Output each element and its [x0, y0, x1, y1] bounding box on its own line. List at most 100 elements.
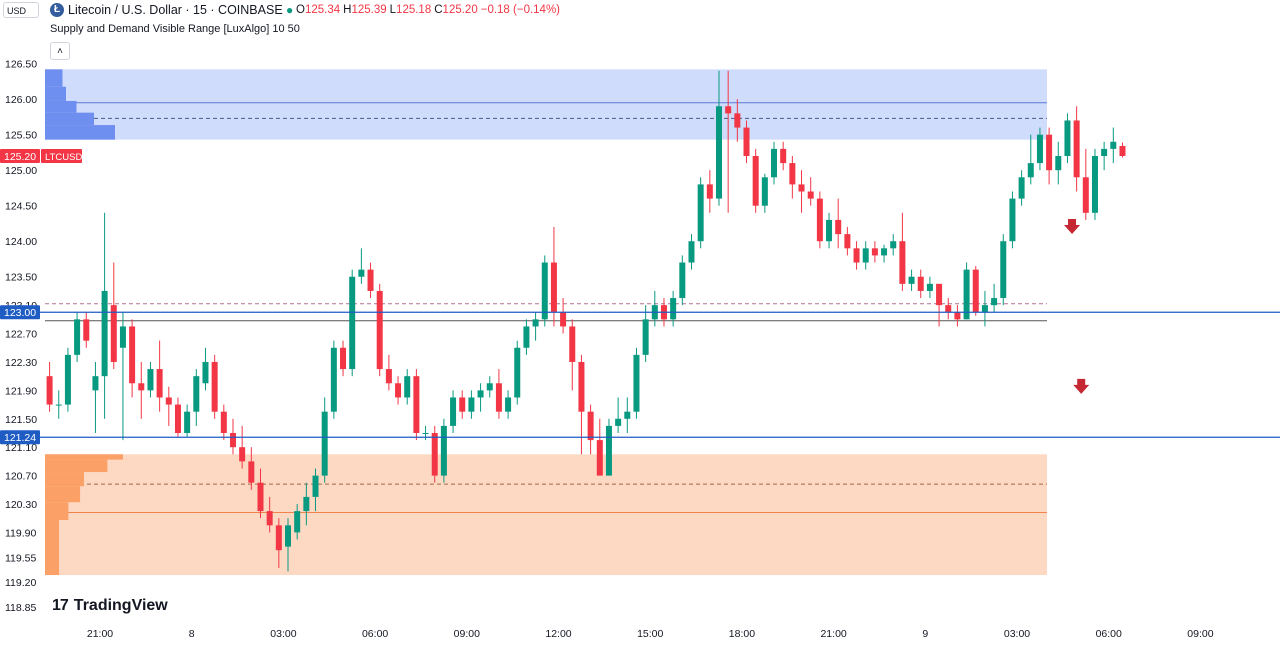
- currency-selector[interactable]: USD: [3, 2, 39, 18]
- symbol-title[interactable]: Litecoin / U.S. Dollar · 15 · COINBASE: [68, 3, 283, 17]
- candle: [46, 376, 53, 405]
- time-tick-label: 09:00: [454, 628, 480, 640]
- candle: [229, 432, 236, 448]
- candle: [780, 148, 787, 164]
- candle: [358, 269, 365, 277]
- candle: [385, 369, 392, 384]
- candle: [468, 397, 475, 412]
- price-tick-label: 121.50: [5, 414, 37, 426]
- candle: [101, 290, 108, 377]
- price-tick-label: 120.30: [5, 499, 37, 511]
- ohlc-label: H: [343, 4, 352, 16]
- candle: [899, 241, 906, 284]
- candle: [1073, 120, 1080, 178]
- candle: [679, 262, 686, 299]
- candle: [578, 361, 585, 412]
- candle: [624, 411, 631, 419]
- candle: [844, 234, 851, 249]
- candle: [349, 276, 356, 370]
- candle: [734, 113, 741, 128]
- ohlc-value: 125.20: [442, 4, 478, 16]
- candle: [871, 248, 878, 256]
- time-tick-label: 21:00: [820, 628, 846, 640]
- candle: [431, 432, 438, 476]
- candle: [83, 319, 90, 341]
- supply-profile-bar: [45, 125, 115, 140]
- candle: [1119, 146, 1126, 156]
- time-tick-label: 06:00: [362, 628, 388, 640]
- candle: [477, 390, 484, 398]
- collapse-legend-button[interactable]: ˄: [50, 42, 70, 60]
- candle: [1009, 198, 1016, 242]
- candle: [596, 440, 603, 476]
- candle: [422, 432, 429, 434]
- time-tick-label: 03:00: [270, 628, 296, 640]
- candle: [303, 496, 310, 512]
- price-label-text: 121.24: [4, 432, 36, 444]
- supply-profile-bar: [45, 112, 94, 126]
- candle: [202, 361, 209, 384]
- tradingview-name: TradingView: [73, 597, 168, 614]
- candle: [129, 326, 136, 384]
- time-tick-label: 21:00: [87, 628, 113, 640]
- price-tick-label: 119.20: [5, 577, 36, 589]
- signal-arrows: [1064, 219, 1090, 394]
- tradingview-logo[interactable]: 17 TradingView: [52, 597, 168, 615]
- candle: [514, 347, 521, 398]
- candle: [294, 511, 301, 533]
- candle: [248, 461, 255, 483]
- candle: [587, 411, 594, 441]
- candle: [789, 163, 796, 185]
- demand-profile-bar: [45, 454, 123, 460]
- candle: [459, 397, 466, 412]
- candle: [1018, 177, 1025, 199]
- price-label-bg: [0, 430, 40, 445]
- candle: [211, 361, 218, 412]
- candle: [917, 276, 924, 291]
- ohlc-label: O: [296, 4, 305, 16]
- indicator-legend[interactable]: Supply and Demand Visible Range [LuxAlgo…: [50, 23, 300, 35]
- candle: [523, 326, 530, 348]
- candle: [285, 525, 292, 547]
- time-tick-label: 18:00: [729, 628, 755, 640]
- candle: [816, 198, 823, 242]
- supply-profile-bar: [45, 86, 66, 101]
- ohlc-value: 125.18: [396, 4, 432, 16]
- candle: [881, 248, 888, 256]
- price-tick-label: 123.50: [5, 272, 37, 284]
- candle: [1091, 155, 1098, 213]
- candle: [156, 369, 163, 398]
- price-tick-label: 120.70: [5, 471, 37, 483]
- time-tick-label: 8: [189, 628, 195, 640]
- candle: [404, 376, 411, 398]
- time-tick-label: 09:00: [1187, 628, 1213, 640]
- candle: [395, 383, 402, 398]
- candle: [633, 354, 640, 412]
- candle: [926, 283, 933, 291]
- candle: [147, 369, 154, 391]
- price-tick-label: 126.50: [5, 59, 37, 71]
- candle: [835, 219, 842, 235]
- price-tick-label: 125.50: [5, 130, 37, 142]
- candle: [890, 241, 897, 249]
- candle: [715, 106, 722, 199]
- candle: [376, 290, 383, 370]
- price-tick-label: 119.55: [5, 552, 36, 564]
- candle: [1101, 148, 1108, 156]
- price-axis[interactable]: 126.50 126.00 125.50 125.00 124.50 124.00 123.…: [5, 59, 37, 614]
- candle: [257, 482, 264, 512]
- demand-profile-bar: [45, 519, 60, 576]
- supply-profile-bar: [45, 100, 77, 113]
- time-tick-label: 03:00: [1004, 628, 1030, 640]
- symbol-tag-bg: [41, 148, 82, 163]
- candle: [743, 127, 750, 156]
- time-axis[interactable]: 21:00 8 03:00 06:00 09:00 12:00 15:00 18:00 21:0…: [87, 628, 1214, 640]
- price-tick-label: 121.90: [5, 385, 37, 397]
- ohlc-label: C: [434, 4, 443, 16]
- candle: [541, 262, 548, 320]
- candle: [64, 354, 71, 405]
- candle: [92, 376, 99, 391]
- candle: [165, 397, 172, 405]
- candle: [1000, 241, 1007, 299]
